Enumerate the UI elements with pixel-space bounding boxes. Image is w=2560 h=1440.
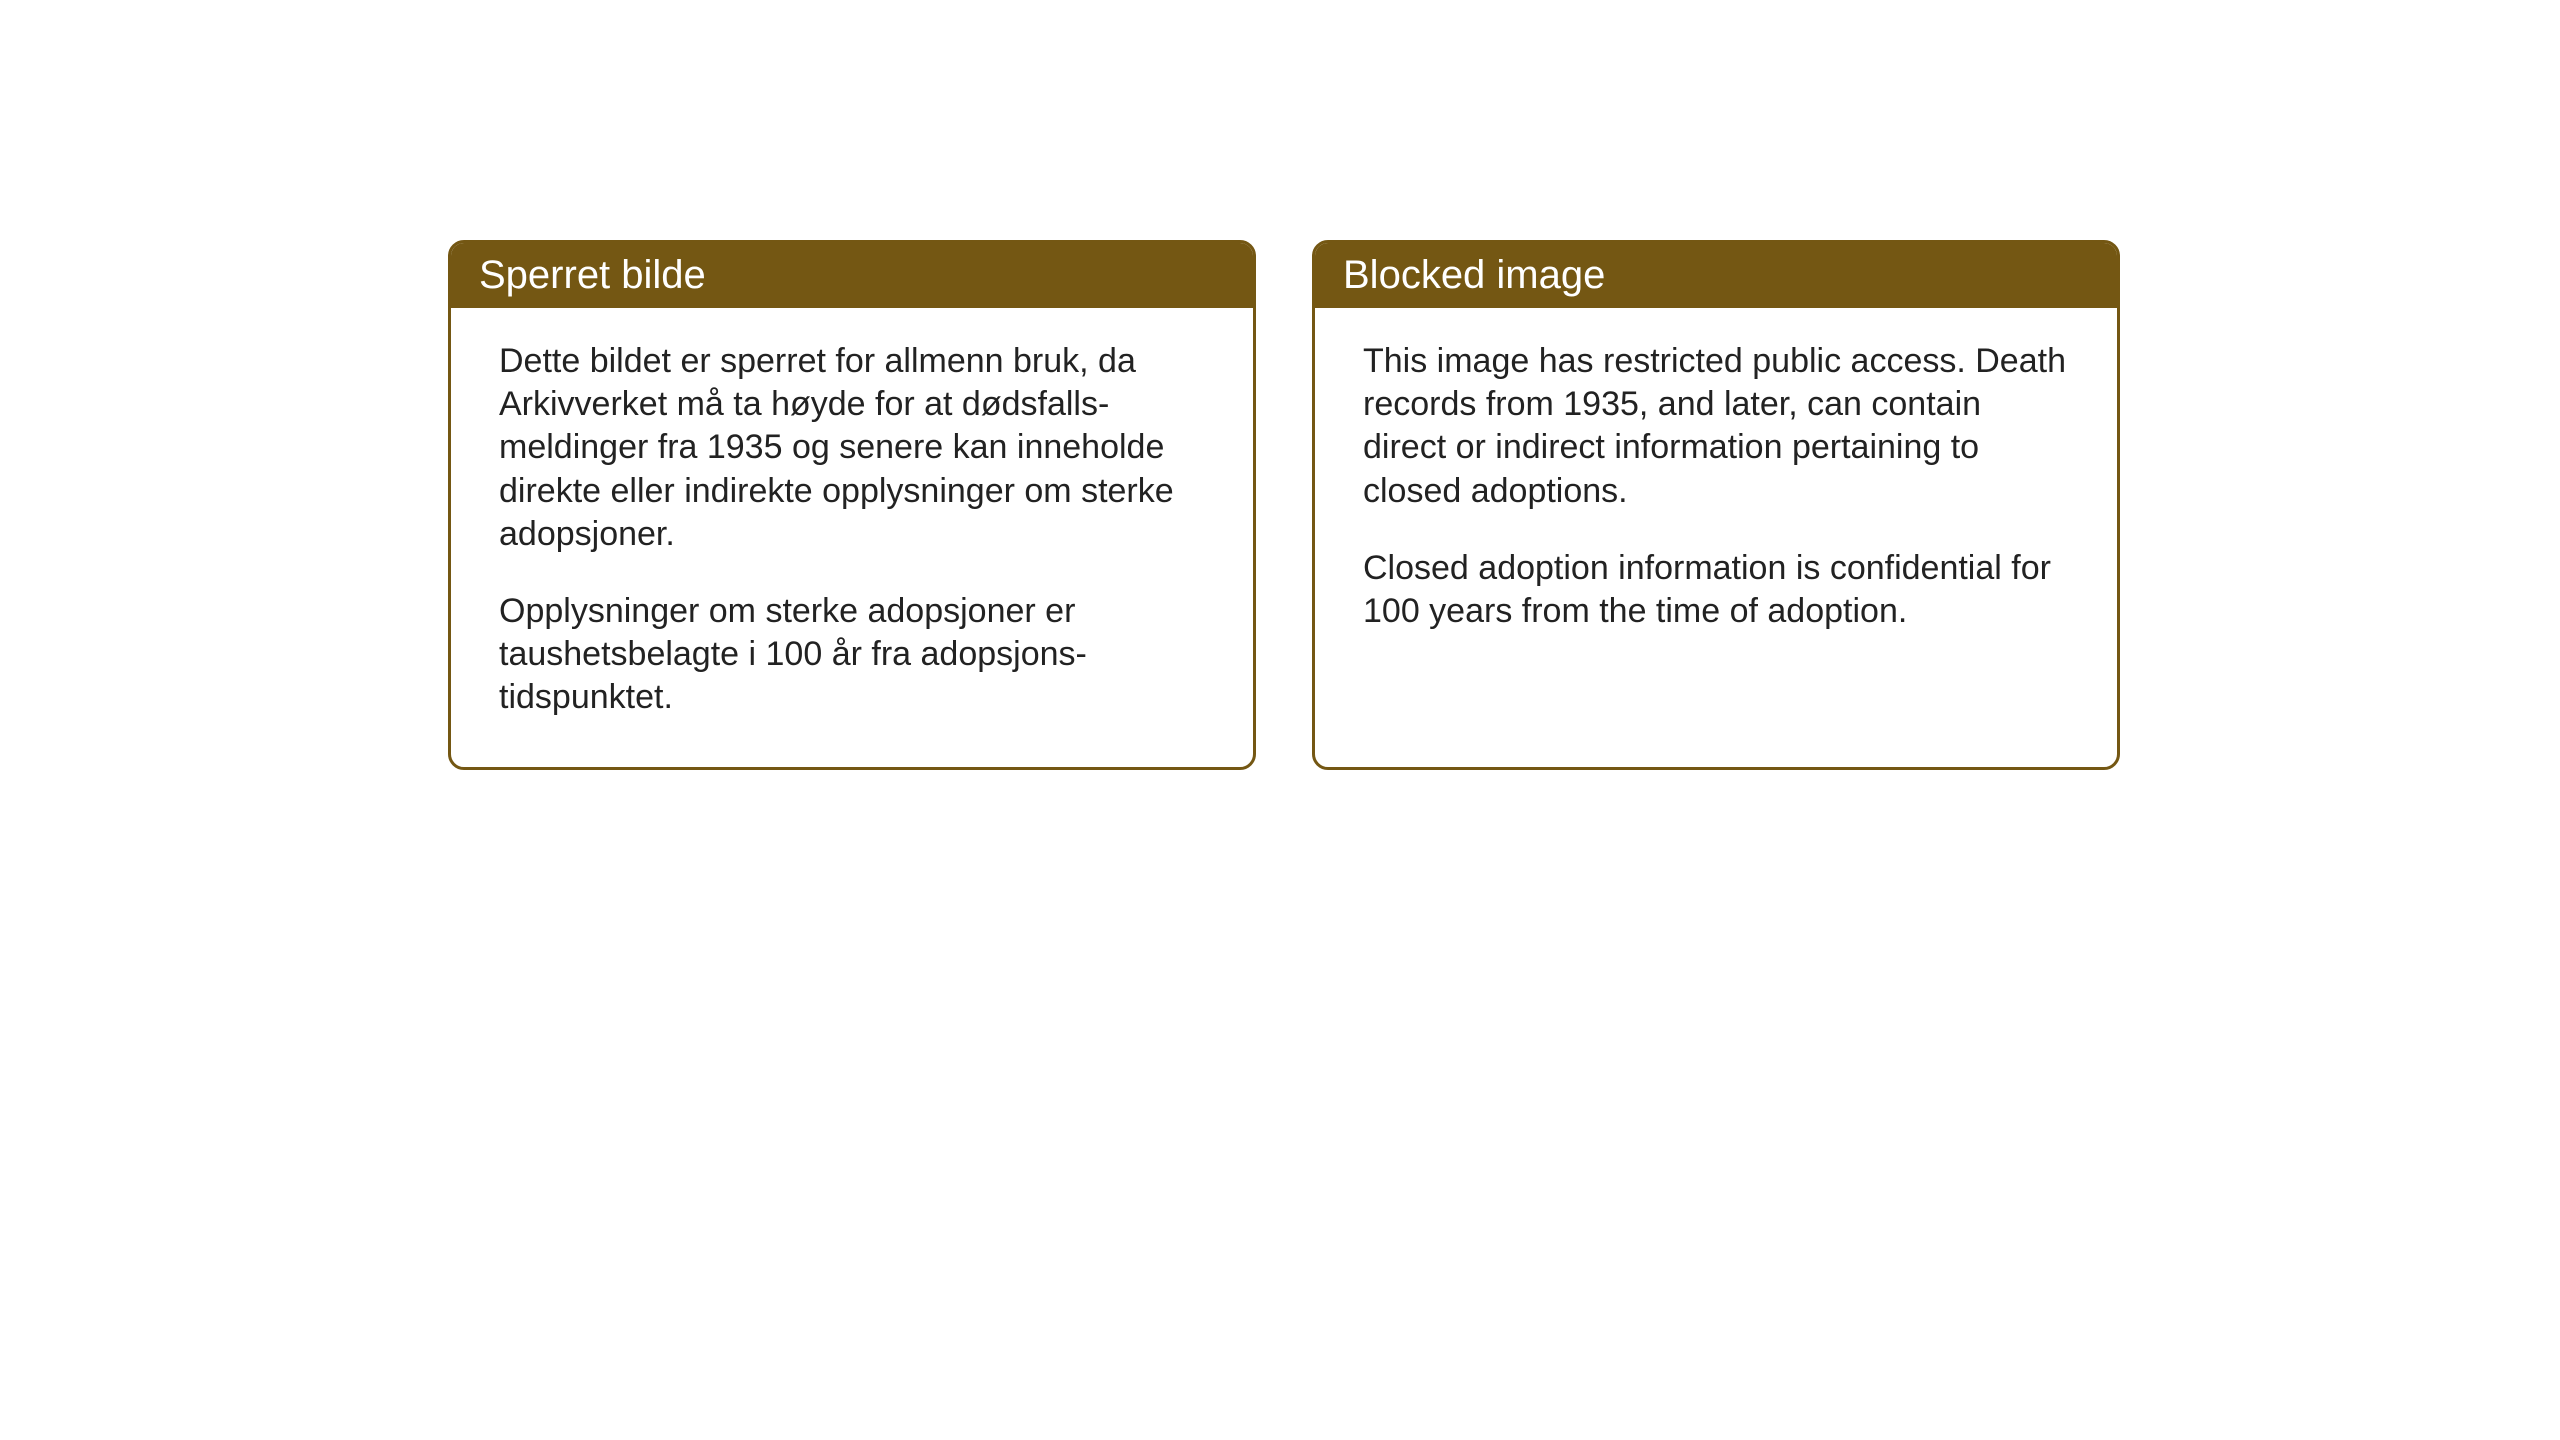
card-body-english: This image has restricted public access.… [1315,308,2117,681]
notice-card-english: Blocked image This image has restricted … [1312,240,2120,770]
card-title-norwegian: Sperret bilde [479,253,706,297]
notice-container: Sperret bilde Dette bildet er sperret fo… [448,240,2120,770]
card-header-norwegian: Sperret bilde [451,243,1253,308]
card-header-english: Blocked image [1315,243,2117,308]
card-title-english: Blocked image [1343,253,1605,297]
card-body-norwegian: Dette bildet er sperret for allmenn bruk… [451,308,1253,767]
card-paragraph-2-english: Closed adoption information is confident… [1363,547,2069,633]
card-paragraph-1-english: This image has restricted public access.… [1363,340,2069,513]
card-paragraph-2-norwegian: Opplysninger om sterke adopsjoner er tau… [499,590,1205,720]
notice-card-norwegian: Sperret bilde Dette bildet er sperret fo… [448,240,1256,770]
card-paragraph-1-norwegian: Dette bildet er sperret for allmenn bruk… [499,340,1205,556]
